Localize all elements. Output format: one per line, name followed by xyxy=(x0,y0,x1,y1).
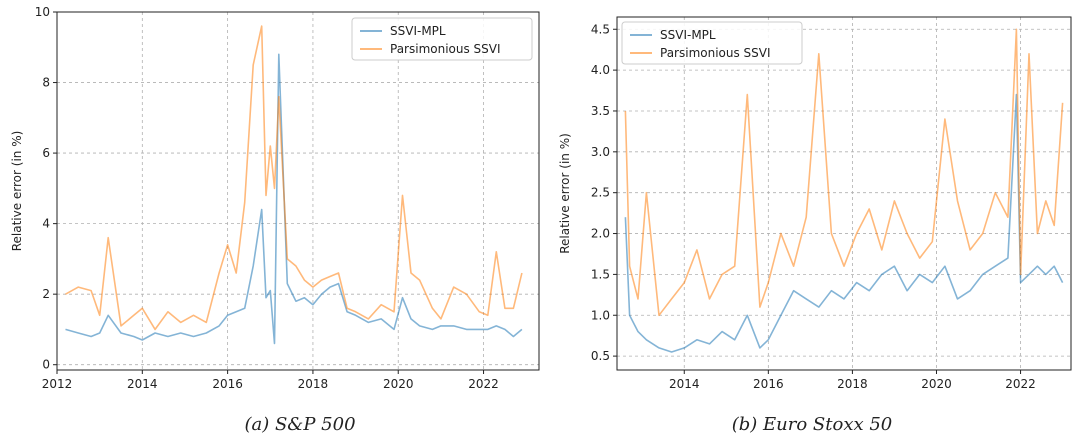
legend-box xyxy=(621,21,803,65)
chart-sp500: 2012 2014 2016 2018 2020 2022 0 2 4 6 8 10 Relative … xyxy=(10,5,540,391)
y-tick-label: 2 xyxy=(42,287,50,301)
y-tick-label: 1.0 xyxy=(591,308,610,322)
chart-eurostoxx50: 2014 2016 2018 2020 2022 0.5 1.0 1.5 2.0 2.5 3.0 3.… xyxy=(558,16,1072,391)
y-tick-label: 6 xyxy=(42,146,50,160)
y-tick-label: 3.0 xyxy=(591,145,610,159)
y-tick-label: 2.0 xyxy=(591,227,610,241)
y-tick-label: 0 xyxy=(42,358,50,372)
x-tick-label: 2018 xyxy=(298,377,329,391)
legend-label: SSVI-MPL xyxy=(390,24,446,38)
axes-frame xyxy=(616,16,1072,371)
y-tick-label: 2.5 xyxy=(591,186,610,200)
series-line-parsimonious-ssvi xyxy=(624,28,1064,317)
caption-sp500: (a) S&P 500 xyxy=(244,414,356,435)
caption-eurostoxx50: (b) Euro Stoxx 50 xyxy=(731,414,893,435)
y-tick-label: 4.5 xyxy=(591,22,610,36)
y-tick-label: 4 xyxy=(42,217,50,231)
y-tick-label: 4.0 xyxy=(591,63,610,77)
x-tick-label: 2020 xyxy=(921,377,952,391)
legend-label: Parsimonious SSVI xyxy=(660,46,771,60)
y-axis-label: Relative error (in %) xyxy=(10,131,24,252)
x-tick-label: 2014 xyxy=(669,377,700,391)
x-tick-label: 2018 xyxy=(837,377,868,391)
y-axis-label: Relative error (in %) xyxy=(558,133,572,254)
y-tick-label: 0.5 xyxy=(591,349,610,363)
series-line-parsimonious-ssvi xyxy=(65,25,523,331)
axes-frame xyxy=(56,11,540,371)
x-tick-label: 2020 xyxy=(383,377,414,391)
x-tick-label: 2014 xyxy=(127,377,158,391)
x-tick-label: 2022 xyxy=(1005,377,1036,391)
legend: SSVI-MPL Parsimonious SSVI xyxy=(621,21,803,65)
y-tick-label: 3.5 xyxy=(591,104,610,118)
x-tick-label: 2016 xyxy=(753,377,784,391)
x-tick-label: 2012 xyxy=(42,377,73,391)
x-tick-label: 2016 xyxy=(212,377,243,391)
legend-label: Parsimonious SSVI xyxy=(390,42,501,56)
legend-label: SSVI-MPL xyxy=(660,28,716,42)
series-line-ssvi-mpl xyxy=(624,93,1064,353)
series-line-ssvi-mpl xyxy=(65,53,523,345)
legend-box xyxy=(351,17,533,61)
y-tick-label: 1.5 xyxy=(591,267,610,281)
y-tick-label: 8 xyxy=(42,76,50,90)
x-tick-label: 2022 xyxy=(468,377,499,391)
legend: SSVI-MPL Parsimonious SSVI xyxy=(351,17,533,61)
y-tick-label: 10 xyxy=(35,5,50,19)
